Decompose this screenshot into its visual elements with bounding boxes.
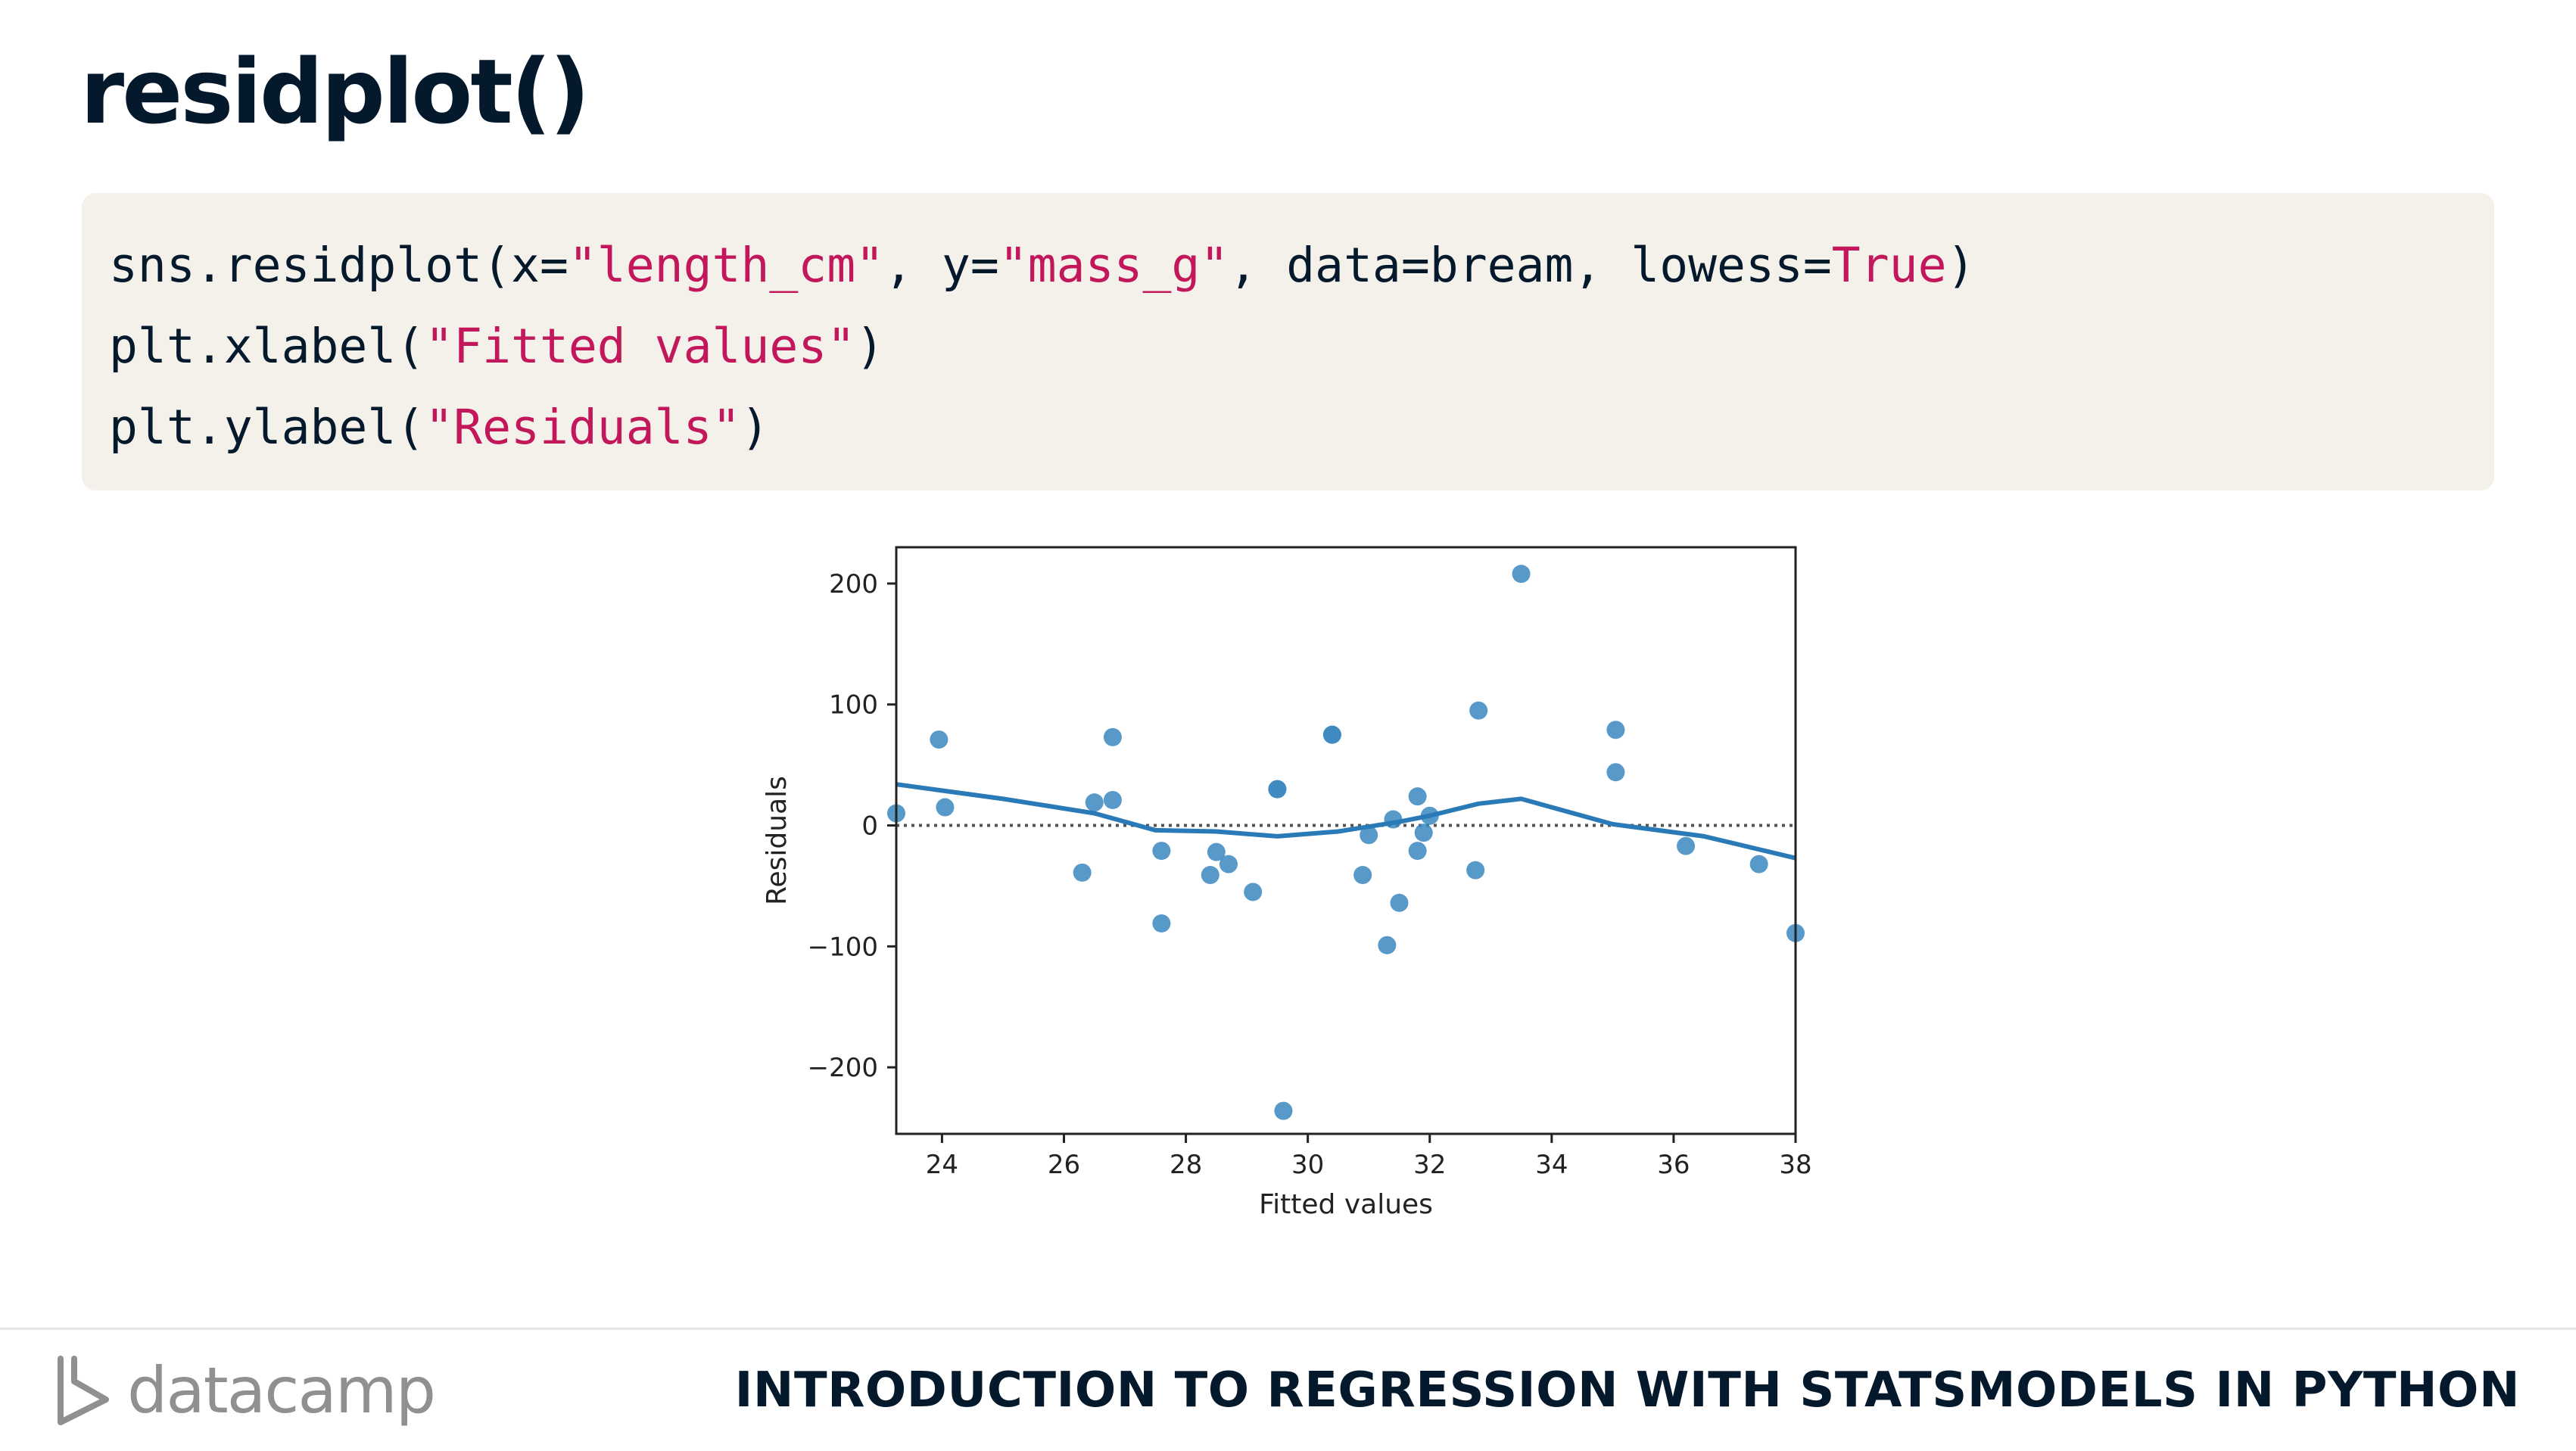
data-point: [1353, 866, 1372, 885]
code-token: , y=: [884, 238, 999, 293]
code-token: "Fitted values": [425, 319, 856, 374]
data-point: [1414, 824, 1433, 842]
x-tick-label: 28: [1170, 1150, 1202, 1180]
data-point: [1268, 780, 1287, 799]
plot-frame: [895, 546, 1797, 1135]
x-tick-label: 38: [1779, 1150, 1811, 1180]
footer-divider: [0, 1328, 2576, 1330]
course-name: INTRODUCTION TO REGRESSION WITH STATSMOD…: [734, 1362, 2520, 1418]
x-tick-label: 36: [1657, 1150, 1690, 1180]
code-line: sns.residplot(x="length_cm", y="mass_g",…: [109, 225, 2494, 306]
data-point: [1219, 855, 1238, 873]
data-point: [1152, 914, 1171, 933]
data-point: [1103, 727, 1122, 746]
data-point: [1512, 565, 1531, 584]
logo-text: datacamp: [127, 1353, 436, 1428]
data-point: [1207, 842, 1226, 861]
code-line: plt.xlabel("Fitted values"): [109, 306, 2494, 387]
y-axis-label: Residuals: [762, 776, 793, 905]
data-point: [1606, 763, 1625, 782]
data-point: [1360, 826, 1378, 845]
x-tick-label: 34: [1535, 1150, 1568, 1180]
data-point: [1408, 787, 1427, 806]
data-point: [1606, 721, 1625, 740]
data-point: [1749, 855, 1768, 873]
data-point: [1378, 936, 1397, 954]
datacamp-logo-icon: [58, 1356, 109, 1425]
slide-title: residplot(): [80, 39, 590, 144]
code-token: , data=bream, lowess=: [1229, 238, 1832, 293]
x-tick-label: 32: [1413, 1150, 1446, 1180]
x-axis-label: Fitted values: [1259, 1189, 1433, 1220]
code-token: ): [855, 319, 885, 374]
data-point: [1201, 866, 1219, 885]
y-tick-label: −100: [808, 932, 878, 962]
code-token: plt.xlabel(: [109, 319, 425, 374]
data-point: [1274, 1101, 1293, 1120]
y-tick-label: 100: [829, 690, 878, 721]
data-point: [1466, 861, 1485, 880]
code-token: sns.residplot(x=: [109, 238, 568, 293]
data-point: [930, 730, 948, 749]
data-point: [1073, 863, 1092, 882]
data-point: [1677, 836, 1696, 855]
data-point: [1085, 793, 1104, 812]
data-point: [1408, 842, 1427, 861]
code-line: plt.ylabel("Residuals"): [109, 387, 2494, 468]
data-point: [1152, 842, 1171, 861]
code-token: ): [740, 400, 770, 455]
x-tick-label: 26: [1048, 1150, 1080, 1180]
datacamp-logo: datacamp: [53, 1349, 436, 1432]
y-tick-label: 0: [861, 811, 878, 842]
data-point: [936, 798, 955, 817]
x-tick-label: 30: [1291, 1150, 1324, 1180]
data-point: [1322, 725, 1341, 744]
x-tick-label: 24: [926, 1150, 958, 1180]
code-token: ): [1946, 238, 1976, 293]
code-block: sns.residplot(x="length_cm", y="mass_g",…: [82, 193, 2494, 490]
data-point: [1244, 883, 1263, 901]
code-token: "Residuals": [425, 400, 741, 455]
y-tick-label: −200: [808, 1053, 878, 1083]
lowess-curve: [896, 782, 1796, 861]
data-point: [1469, 701, 1488, 720]
data-point: [1390, 893, 1409, 912]
data-point: [1103, 790, 1122, 809]
code-token: True: [1831, 238, 1947, 293]
y-tick-label: 200: [829, 569, 878, 599]
code-token: "length_cm": [568, 238, 885, 293]
code-token: "mass_g": [998, 238, 1229, 293]
code-token: plt.ylabel(: [109, 400, 425, 455]
